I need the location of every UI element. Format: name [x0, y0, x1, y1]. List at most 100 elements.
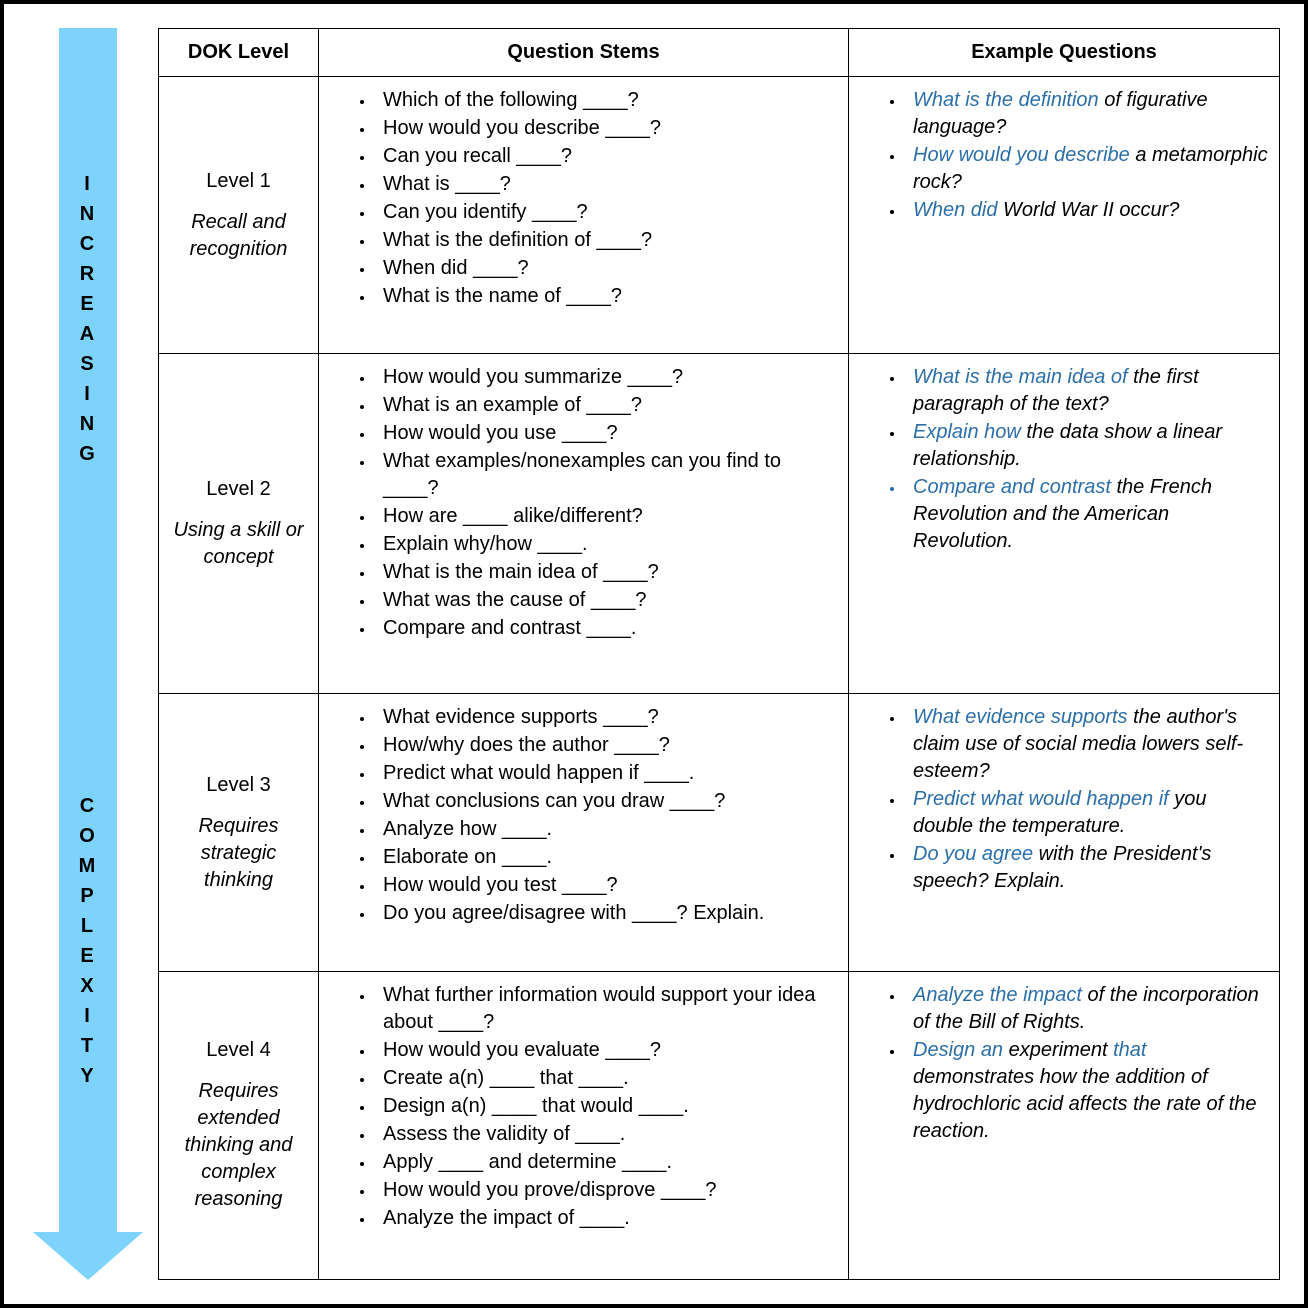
dok-table: DOK Level Question Stems Example Questio… [158, 28, 1280, 1280]
level-cell: Level 1Recall and recognition [159, 77, 319, 354]
table-body: Level 1Recall and recognitionWhich of th… [159, 77, 1280, 1280]
stem-item: Elaborate on ____. [375, 844, 838, 871]
header-stems: Question Stems [319, 29, 849, 77]
example-highlight: Design an [913, 1039, 1003, 1061]
example-highlight: How would you describe [913, 144, 1130, 166]
level-subtitle: Requires strategic thinking [169, 813, 308, 894]
arrow-letter: P [80, 883, 95, 909]
stems-list: What further information would support y… [329, 982, 838, 1232]
stem-item: Assess the validity of ____. [375, 1121, 838, 1148]
example-highlight: What is the main idea of [913, 366, 1128, 388]
stem-item: Explain why/how ____. [375, 531, 838, 558]
stem-item: Analyze the impact of ____. [375, 1205, 838, 1232]
complexity-arrow: INCREASING COMPLEXITY [28, 28, 148, 1280]
stems-list: Which of the following ____?How would yo… [329, 87, 838, 310]
arrow-letter: A [80, 321, 96, 347]
example-highlight: Explain how [913, 421, 1021, 443]
level-title: Level 4 [169, 1037, 308, 1064]
page-frame: INCREASING COMPLEXITY DOK Level Question… [0, 0, 1308, 1308]
example-highlight: Analyze the impact [913, 984, 1082, 1006]
table-header-row: DOK Level Question Stems Example Questio… [159, 29, 1280, 77]
stems-list: How would you summarize ____?What is an … [329, 364, 838, 642]
stem-item: What examples/nonexamples can you find t… [375, 448, 838, 502]
arrow-letter: L [81, 913, 95, 939]
arrow-letter: C [80, 231, 96, 257]
level-title: Level 3 [169, 772, 308, 799]
example-item: What is the main idea of the first parag… [905, 364, 1269, 418]
arrow-letter: M [79, 853, 98, 879]
table-row: Level 4 Requires extended thinking and co… [159, 971, 1280, 1279]
stem-item: How would you evaluate ____? [375, 1037, 838, 1064]
example-item: When did World War II occur? [905, 197, 1269, 224]
examples-cell: Analyze the impact of the incorporation … [849, 971, 1280, 1279]
header-examples: Example Questions [849, 29, 1280, 77]
example-highlight: What is the definition [913, 89, 1099, 111]
stem-item: What was the cause of ____? [375, 587, 838, 614]
level-cell: Level 2 Using a skill or concept [159, 354, 319, 694]
stem-item: Design a(n) ____ that would ____. [375, 1093, 838, 1120]
arrow-letter: O [79, 823, 97, 849]
stem-item: How would you prove/disprove ____? [375, 1177, 838, 1204]
level-subtitle: Recall and recognition [169, 209, 308, 263]
table-row: Level 2 Using a skill or concept How would… [159, 354, 1280, 694]
example-item: What is the definition of figurative lan… [905, 87, 1269, 141]
header-level: DOK Level [159, 29, 319, 77]
stem-item: What is the name of ____? [375, 283, 838, 310]
examples-list: Analyze the impact of the incorporation … [859, 982, 1269, 1145]
arrow-letter: E [80, 943, 95, 969]
stem-item: What further information would support y… [375, 982, 838, 1036]
examples-cell: What is the definition of figurative lan… [849, 77, 1280, 354]
stem-item: How would you describe ____? [375, 115, 838, 142]
stem-item: How would you use ____? [375, 420, 838, 447]
stem-item: What is ____? [375, 171, 838, 198]
arrow-label-complexity: COMPLEXITY [79, 793, 98, 1089]
level-cell: Level 4 Requires extended thinking and co… [159, 971, 319, 1279]
example-highlight: When did [913, 199, 998, 221]
stem-item: When did ____? [375, 255, 838, 282]
stem-item: Which of the following ____? [375, 87, 838, 114]
examples-list: What evidence supports the author's clai… [859, 704, 1269, 895]
example-item: Design an experiment that demonstrates h… [905, 1037, 1269, 1145]
arrow-letter: N [80, 201, 96, 227]
example-highlight: Do you agree [913, 843, 1033, 865]
example-text: demonstrates how the addition of hydroch… [913, 1066, 1257, 1142]
example-highlight: Predict what would happen if [913, 788, 1169, 810]
stem-item: What is an example of ____? [375, 392, 838, 419]
example-item: Do you agree with the President's speech… [905, 841, 1269, 895]
stem-item: Analyze how ____. [375, 816, 838, 843]
stem-item: Do you agree/disagree with ____? Explain… [375, 900, 838, 927]
arrow-letter: G [79, 441, 97, 467]
arrow-letter: Y [80, 1063, 95, 1089]
stem-item: How are ____ alike/different? [375, 503, 838, 530]
example-text: experiment [1003, 1039, 1113, 1061]
arrow-letter: X [80, 973, 95, 999]
example-item: Analyze the impact of the incorporation … [905, 982, 1269, 1036]
arrow-head [33, 1232, 143, 1280]
stem-item: What is the definition of ____? [375, 227, 838, 254]
level-title: Level 2 [169, 476, 308, 503]
stems-cell: What evidence supports ____?How/why does… [319, 694, 849, 971]
stem-item: How would you test ____? [375, 872, 838, 899]
examples-list: What is the main idea of the first parag… [859, 364, 1269, 555]
stem-item: Create a(n) ____ that ____. [375, 1065, 838, 1092]
arrow-label-increasing: INCREASING [79, 171, 97, 467]
arrow-letter: S [80, 351, 95, 377]
arrow-letter: C [80, 793, 96, 819]
example-item: Explain how the data show a linear relat… [905, 419, 1269, 473]
stem-item: Predict what would happen if ____. [375, 760, 838, 787]
arrow-letter: E [80, 291, 95, 317]
stem-item: Can you identify ____? [375, 199, 838, 226]
example-highlight: What evidence supports [913, 706, 1128, 728]
stems-list: What evidence supports ____?How/why does… [329, 704, 838, 927]
stems-cell: Which of the following ____?How would yo… [319, 77, 849, 354]
example-highlight: that [1113, 1039, 1146, 1061]
table-row: Level 3 Requires strategic thinking What e… [159, 694, 1280, 971]
example-item: What evidence supports the author's clai… [905, 704, 1269, 785]
level-subtitle: Requires extended thinking and complex r… [169, 1078, 308, 1213]
arrow-letter: I [84, 171, 92, 197]
stems-cell: How would you summarize ____?What is an … [319, 354, 849, 694]
arrow-letter: I [84, 1003, 92, 1029]
stem-item: Can you recall ____? [375, 143, 838, 170]
level-cell: Level 3 Requires strategic thinking [159, 694, 319, 971]
level-subtitle: Using a skill or concept [169, 517, 308, 571]
